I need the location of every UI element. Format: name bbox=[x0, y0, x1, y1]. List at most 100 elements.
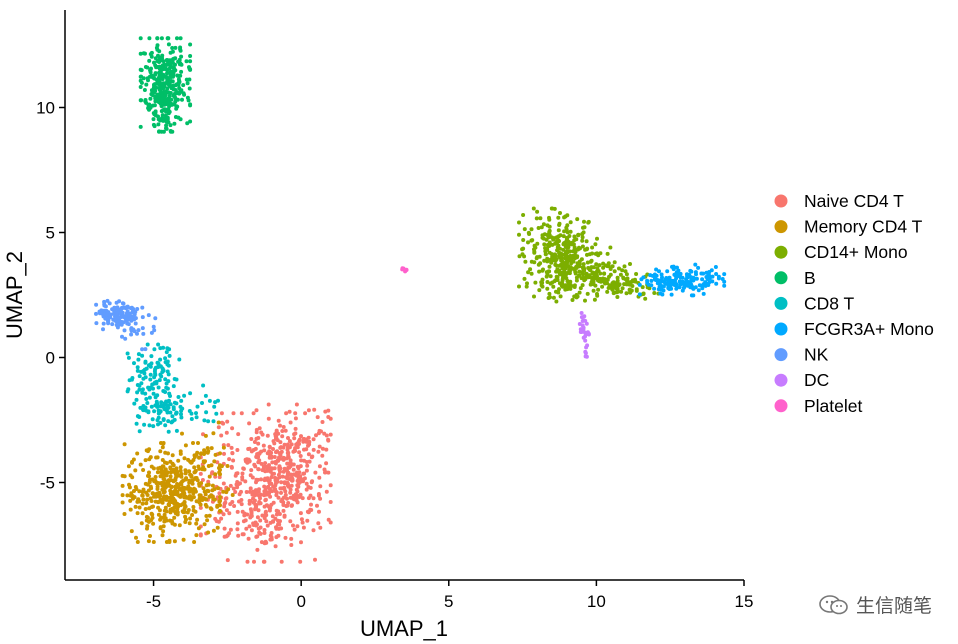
data-point bbox=[693, 270, 698, 275]
data-point bbox=[310, 454, 315, 459]
data-point bbox=[135, 383, 140, 387]
y-axis-title: UMAP_2 bbox=[2, 251, 27, 339]
data-point bbox=[706, 283, 711, 287]
data-point bbox=[317, 509, 321, 514]
data-point bbox=[289, 483, 294, 488]
data-point bbox=[243, 479, 248, 484]
data-point bbox=[584, 274, 589, 279]
data-point bbox=[121, 314, 125, 319]
data-point bbox=[171, 467, 176, 472]
data-point bbox=[148, 70, 153, 75]
data-point bbox=[146, 409, 151, 414]
data-point bbox=[196, 441, 200, 445]
data-point bbox=[194, 411, 198, 416]
data-point bbox=[652, 277, 657, 282]
data-point bbox=[201, 432, 205, 437]
data-point bbox=[254, 408, 259, 413]
data-point bbox=[195, 517, 200, 522]
data-point bbox=[541, 236, 546, 241]
data-point bbox=[528, 267, 533, 272]
data-point bbox=[293, 416, 298, 421]
data-point bbox=[530, 238, 535, 243]
data-point bbox=[689, 293, 694, 298]
data-point bbox=[554, 239, 559, 244]
data-point bbox=[157, 60, 162, 64]
data-point bbox=[171, 405, 176, 410]
data-point bbox=[161, 345, 166, 350]
data-point bbox=[172, 121, 177, 126]
data-point bbox=[280, 434, 285, 439]
data-point bbox=[288, 519, 293, 524]
data-point bbox=[307, 459, 312, 464]
data-point bbox=[148, 377, 153, 382]
data-point bbox=[581, 265, 586, 270]
data-point bbox=[161, 118, 166, 123]
data-point bbox=[266, 485, 270, 489]
data-point bbox=[285, 496, 289, 501]
data-point bbox=[595, 251, 599, 256]
data-point bbox=[542, 242, 547, 247]
data-point bbox=[297, 439, 301, 443]
data-point bbox=[139, 74, 144, 79]
data-point bbox=[204, 514, 209, 518]
data-point bbox=[535, 209, 540, 214]
data-point bbox=[172, 92, 177, 96]
data-point bbox=[221, 445, 226, 450]
data-point bbox=[143, 375, 148, 380]
data-point bbox=[674, 274, 679, 278]
data-point bbox=[202, 522, 207, 527]
data-point bbox=[575, 217, 580, 222]
data-point bbox=[161, 95, 166, 99]
data-point bbox=[575, 294, 580, 299]
data-point bbox=[320, 446, 325, 451]
data-point bbox=[256, 467, 261, 472]
data-point bbox=[555, 245, 560, 250]
data-point bbox=[177, 62, 182, 67]
data-point bbox=[532, 250, 537, 255]
data-point bbox=[153, 110, 158, 115]
data-point bbox=[640, 285, 645, 290]
data-point bbox=[132, 401, 137, 406]
data-point bbox=[618, 272, 623, 277]
data-point bbox=[164, 350, 169, 355]
data-point bbox=[188, 391, 193, 396]
legend-key bbox=[774, 322, 788, 336]
data-point bbox=[553, 253, 558, 258]
data-point bbox=[147, 102, 152, 107]
data-point bbox=[153, 380, 157, 385]
data-point bbox=[135, 331, 139, 336]
data-point bbox=[140, 305, 145, 310]
data-point bbox=[215, 460, 220, 465]
data-point bbox=[304, 468, 309, 473]
data-point bbox=[166, 399, 171, 404]
data-point bbox=[286, 436, 290, 440]
data-point bbox=[140, 353, 145, 358]
data-point bbox=[135, 390, 140, 395]
data-point bbox=[173, 499, 178, 504]
data-point bbox=[155, 404, 160, 409]
data-point bbox=[590, 271, 595, 276]
data-point bbox=[133, 504, 138, 509]
data-point bbox=[284, 411, 289, 416]
data-point bbox=[540, 233, 545, 238]
data-point bbox=[579, 257, 584, 262]
data-point bbox=[669, 292, 674, 297]
data-point bbox=[595, 236, 599, 241]
data-point bbox=[170, 79, 175, 84]
data-point bbox=[152, 328, 157, 333]
data-point bbox=[585, 343, 590, 348]
data-point bbox=[187, 480, 192, 485]
data-point bbox=[521, 238, 526, 242]
data-point bbox=[141, 369, 146, 373]
data-point bbox=[247, 446, 252, 451]
data-point bbox=[582, 219, 586, 224]
data-point bbox=[271, 447, 275, 451]
data-point bbox=[580, 235, 585, 240]
data-point bbox=[140, 326, 145, 331]
data-point bbox=[289, 543, 294, 547]
data-point bbox=[145, 401, 150, 405]
data-point bbox=[696, 288, 701, 293]
data-point bbox=[179, 412, 183, 417]
x-tick-label: -5 bbox=[146, 592, 161, 611]
data-point bbox=[178, 36, 183, 41]
